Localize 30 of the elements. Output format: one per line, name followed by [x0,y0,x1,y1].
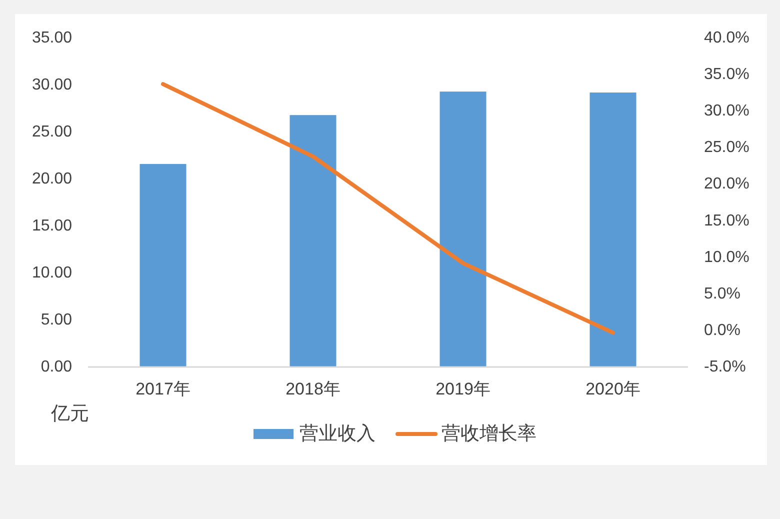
y-tick-label: 20.00 [32,170,72,188]
y2-tick-label: 15.0% [704,212,750,230]
x-tick-label: 2019年 [436,380,490,398]
y-tick-label: 35.00 [32,30,72,46]
y2-tick-label: -5.0% [704,358,746,376]
y2-tick-label: 5.0% [704,285,740,302]
y-tick-label: 10.00 [32,264,72,282]
y-axis-title: 亿元 [50,404,89,424]
y-tick-label: 15.00 [32,218,72,234]
x-tick-label: 2017年 [136,380,190,398]
bar [590,92,636,367]
line-series [161,82,615,335]
y2-tick-label: 25.0% [704,139,750,156]
y-tick-label: 0.00 [40,358,72,376]
y2-tick-label: 40.0% [704,30,750,46]
y-tick-label: 5.00 [40,312,72,328]
y2-tick-label: 35.0% [704,66,750,84]
x-tick-label: 2018年 [286,380,340,398]
y-tick-label: 30.00 [32,76,72,94]
bar [440,92,486,367]
x-tick-label: 2020年 [586,380,640,398]
y2-tick-label: 30.0% [704,102,750,120]
y2-tick-label: 20.0% [704,176,750,193]
y-tick-label: 25.00 [32,124,72,140]
y2-tick-label: 10.0% [704,248,750,266]
y2-tick-label: 0.0% [704,322,740,339]
bar [290,115,336,367]
bar [140,164,186,367]
legend-label: 营业收入 [300,424,376,444]
legend-label: 营收增长率 [442,422,536,444]
